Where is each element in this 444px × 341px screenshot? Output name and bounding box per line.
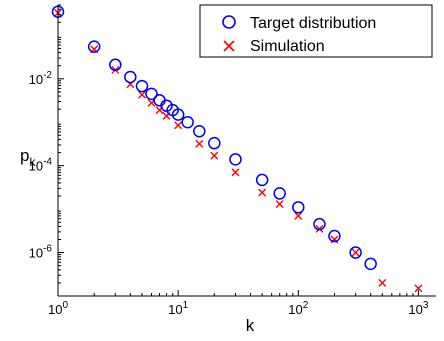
legend: Target distribution Simulation xyxy=(199,4,433,58)
target-point-13 xyxy=(229,153,242,166)
x-tick-label-3: 103 xyxy=(408,300,428,317)
target-point-14 xyxy=(255,173,269,187)
x-ticks: 100 101 102 103 xyxy=(48,290,429,317)
y-tick-label-2: 10-2 xyxy=(29,70,53,87)
simulation-point-17 xyxy=(351,248,360,257)
simulation-point-11 xyxy=(231,168,240,177)
target-point-1 xyxy=(87,40,101,53)
simulation-point-15 xyxy=(315,224,324,233)
simulation-point-8 xyxy=(174,121,183,130)
target-point-17 xyxy=(313,217,326,231)
simulation-point-14 xyxy=(294,211,303,220)
target-point-19 xyxy=(349,246,362,259)
y-ticks: 10-6 10-4 10-2 xyxy=(29,4,64,284)
legend-label-simulation: Simulation xyxy=(250,38,325,55)
target-point-10 xyxy=(181,115,194,129)
y-tick-label-0: 10-6 xyxy=(29,244,53,261)
target-point-9 xyxy=(171,108,185,121)
simulation-point-13 xyxy=(275,200,284,209)
legend-box xyxy=(199,4,433,58)
plot-points xyxy=(51,5,423,293)
y-axis-label-main: p xyxy=(20,146,29,165)
x-tick-label-0: 100 xyxy=(48,300,68,317)
y-tick-label-1: 10-4 xyxy=(29,157,53,174)
simulation-point-4 xyxy=(137,90,146,99)
simulation-point-10 xyxy=(210,151,219,160)
target-point-4 xyxy=(135,79,149,93)
legend-marker-simulation-icon xyxy=(223,40,235,52)
target-point-12 xyxy=(208,136,221,150)
y-axis-label-sub: k xyxy=(29,155,36,169)
x-tick-label-1: 101 xyxy=(168,300,188,317)
target-point-18 xyxy=(328,229,341,243)
target-point-16 xyxy=(292,201,305,214)
x-axis-label: k xyxy=(246,316,255,335)
simulation-point-9 xyxy=(195,139,204,148)
target-point-20 xyxy=(364,257,377,271)
legend-label-target: Target distribution xyxy=(250,15,376,32)
axes xyxy=(57,5,436,297)
y-axis-label: pk xyxy=(20,146,36,169)
simulation-point-12 xyxy=(258,188,267,197)
target-point-5 xyxy=(145,87,158,101)
simulation-point-18 xyxy=(378,278,387,287)
target-point-11 xyxy=(193,125,206,138)
target-point-3 xyxy=(124,70,137,84)
x-tick-label-2: 102 xyxy=(288,300,308,317)
target-point-6 xyxy=(153,94,166,107)
simulation-point-19 xyxy=(414,284,423,293)
target-point-15 xyxy=(273,187,286,200)
legend-marker-target-icon xyxy=(222,15,236,29)
target-point-2 xyxy=(109,58,122,72)
